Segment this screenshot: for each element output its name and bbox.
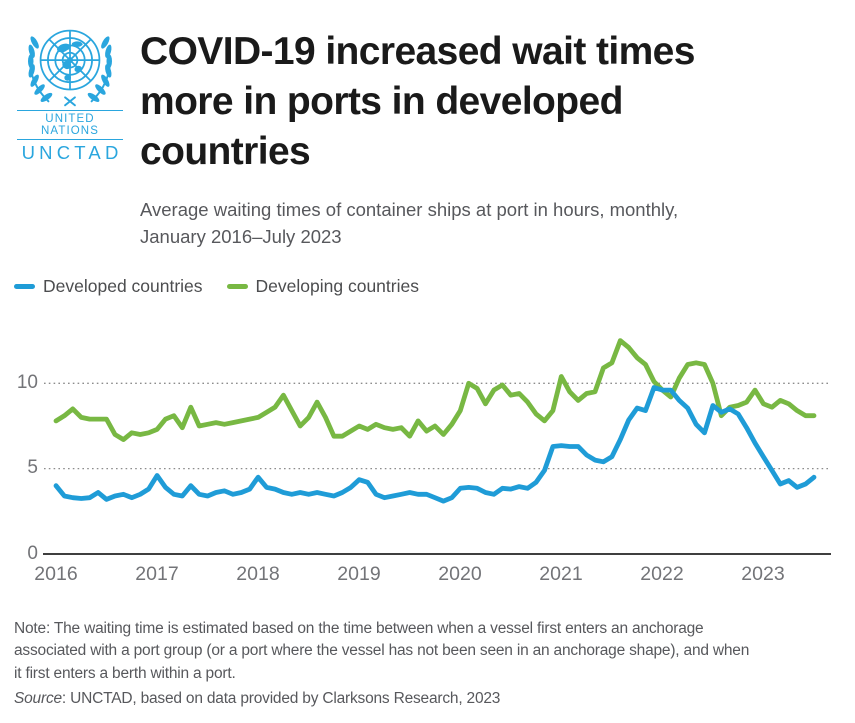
chart-source: Source: UNCTAD, based on data provided b… <box>14 690 844 708</box>
source-label: Source <box>14 690 62 707</box>
unctad-logo: UNITED NATIONS UNCTAD <box>16 22 124 164</box>
developing-line-swatch-icon <box>226 284 248 289</box>
logo-org-name: UNITED NATIONS <box>17 110 123 140</box>
series-line-developed-countries <box>53 385 817 504</box>
page-subtitle: Average waiting times of container ships… <box>140 199 679 247</box>
y-tick-5: 5 <box>27 457 38 478</box>
x-tick-2022: 2022 <box>640 563 684 585</box>
x-tick-2016: 2016 <box>34 563 78 585</box>
legend-item-developing: Developing countries <box>226 276 419 297</box>
series-line-developing-countries <box>53 338 817 442</box>
legend-item-developed: Developed countries <box>14 276 203 297</box>
developed-line-swatch-icon <box>14 284 35 289</box>
chart-note: Note: The waiting time is estimated base… <box>14 620 750 682</box>
logo-acronym: UNCTAD <box>21 141 123 163</box>
page-title: COVID-19 increased wait times more in po… <box>140 30 695 173</box>
x-tick-2021: 2021 <box>539 563 583 585</box>
line-chart: 10 5 0 2016 2017 2018 2019 2020 2021 202… <box>0 320 855 620</box>
legend-label-developing: Developing countries <box>255 276 419 296</box>
x-tick-2020: 2020 <box>438 563 482 585</box>
x-tick-2018: 2018 <box>236 563 280 585</box>
chart-canvas <box>43 338 831 555</box>
x-tick-2019: 2019 <box>337 563 381 585</box>
source-text: : UNCTAD, based on data provided by Clar… <box>61 690 501 707</box>
x-tick-2017: 2017 <box>135 563 179 585</box>
un-emblem-icon <box>28 29 112 107</box>
y-tick-10: 10 <box>16 372 38 393</box>
y-tick-0: 0 <box>27 543 38 564</box>
legend-label-developed: Developed countries <box>43 276 203 296</box>
chart-legend: Developed countries Developing countries <box>14 276 419 297</box>
x-tick-2023: 2023 <box>741 563 785 585</box>
